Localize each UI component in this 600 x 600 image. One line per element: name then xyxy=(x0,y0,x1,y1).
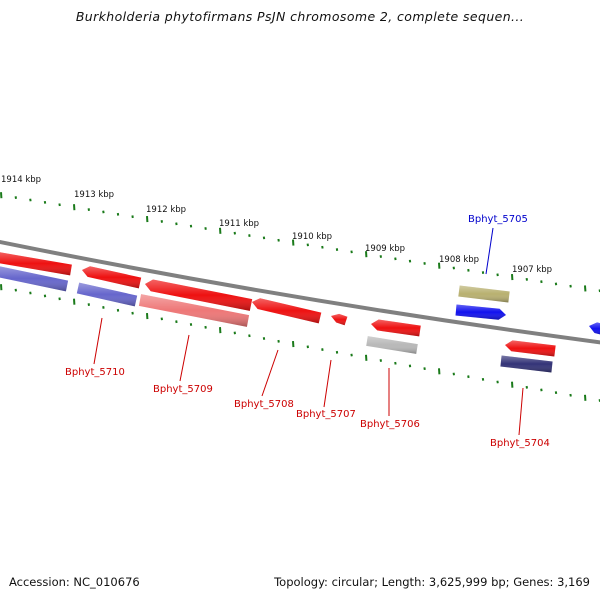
gene-feature-shading xyxy=(145,279,253,311)
gene-feature-shading xyxy=(371,319,421,337)
genome-backbone xyxy=(0,239,600,345)
kbp-label: 1913 kbp xyxy=(74,190,114,200)
leader-line xyxy=(323,359,332,408)
gene-label-bphyt-5705[interactable]: Bphyt_5705 xyxy=(468,214,528,225)
kbp-label: 1909 kbp xyxy=(365,244,405,254)
gene-label-bphyt-5706[interactable]: Bphyt_5706 xyxy=(360,419,420,430)
kbp-label: 1912 kbp xyxy=(146,205,186,215)
leader-line xyxy=(518,387,524,436)
gene-label-bphyt-5708[interactable]: Bphyt_5708 xyxy=(234,399,294,410)
tick-track-inner xyxy=(0,284,600,402)
gene-feature-shading xyxy=(252,298,322,324)
kbp-label: 1911 kbp xyxy=(219,219,259,229)
kbp-label: 1914 kbp xyxy=(1,175,41,185)
gene-label-bphyt-5707[interactable]: Bphyt_5707 xyxy=(296,409,356,420)
map-title: Burkholderia phytofirmans PsJN chromosom… xyxy=(75,9,525,24)
leader-line xyxy=(179,334,190,382)
gene-label-bphyt-5709[interactable]: Bphyt_5709 xyxy=(153,384,213,395)
kbp-label: 1908 kbp xyxy=(439,255,479,265)
gene-feature-shading xyxy=(0,266,69,292)
gene-feature-shading xyxy=(366,336,418,354)
gene-feature-shading xyxy=(0,252,72,276)
gene-label-bphyt-5710[interactable]: Bphyt_5710 xyxy=(65,367,125,378)
gene-feature-shading xyxy=(138,294,250,327)
gene-feature-shading xyxy=(505,340,556,357)
gene-label-bphyt-5704[interactable]: Bphyt_5704 xyxy=(490,438,550,449)
tick-track-outer xyxy=(0,192,600,293)
gene-feature-shading xyxy=(331,313,348,326)
gene-feature-shading xyxy=(76,282,138,307)
gene-feature-shading xyxy=(455,304,506,320)
leader-line xyxy=(261,349,279,397)
gene-features xyxy=(0,252,600,373)
leader-line xyxy=(485,227,494,275)
accession-text: Accession: NC_010676 xyxy=(9,575,140,589)
kbp-scale-labels: 1914 kbp 1913 kbp 1912 kbp 1911 kbp 1910… xyxy=(1,175,552,275)
label-leader-lines xyxy=(93,227,524,436)
gene-feature-shading xyxy=(589,322,600,335)
leader-line xyxy=(93,317,103,365)
gene-feature-shading xyxy=(500,355,553,373)
topology-text: Topology: circular; Length: 3,625,999 bp… xyxy=(274,575,590,589)
kbp-label: 1910 kbp xyxy=(292,232,332,242)
kbp-label: 1907 kbp xyxy=(512,265,552,275)
gene-name-labels: Bphyt_5710 Bphyt_5709 Bphyt_5708 Bphyt_5… xyxy=(65,214,550,449)
gene-feature-shading xyxy=(458,285,510,303)
gene-feature-shading xyxy=(82,266,142,289)
